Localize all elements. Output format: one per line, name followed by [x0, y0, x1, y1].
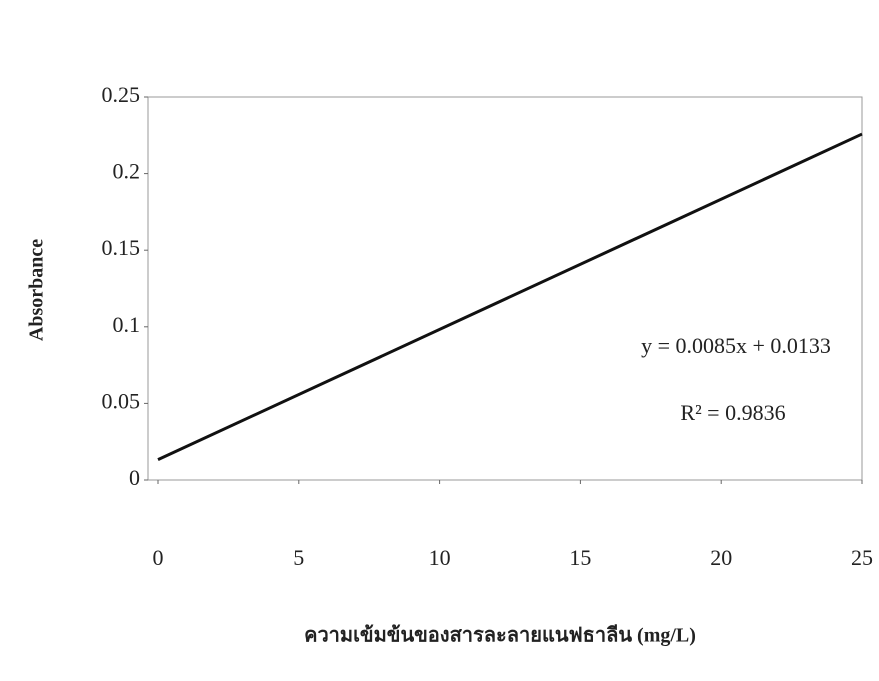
x-axis-title: ความเข้มข้นของสารละลายแนฟธาลีน (mg/L) — [304, 624, 696, 647]
x-tick-label: 10 — [429, 545, 451, 570]
plot-frame — [147, 96, 863, 481]
y-tick-label: 0.1 — [113, 312, 141, 337]
y-tick-label: 0.25 — [102, 82, 141, 107]
data-line — [157, 132, 863, 461]
x-tick-label: 25 — [851, 545, 873, 570]
x-tick-label: 15 — [569, 545, 591, 570]
y-tick-label: 0.2 — [113, 159, 141, 184]
y-tick-label: 0.05 — [102, 388, 141, 413]
equation-annotation: y = 0.0085x + 0.0133 — [641, 333, 831, 358]
x-tick-label: 5 — [293, 545, 304, 570]
y-axis-title: Absorbance — [26, 239, 48, 341]
y-tick-label: 0 — [129, 465, 140, 490]
x-tick-label: 20 — [710, 545, 732, 570]
y-tick-label: 0.15 — [102, 235, 141, 260]
x-tick-label: 0 — [153, 545, 164, 570]
r-squared-annotation: R² = 0.9836 — [680, 400, 785, 425]
